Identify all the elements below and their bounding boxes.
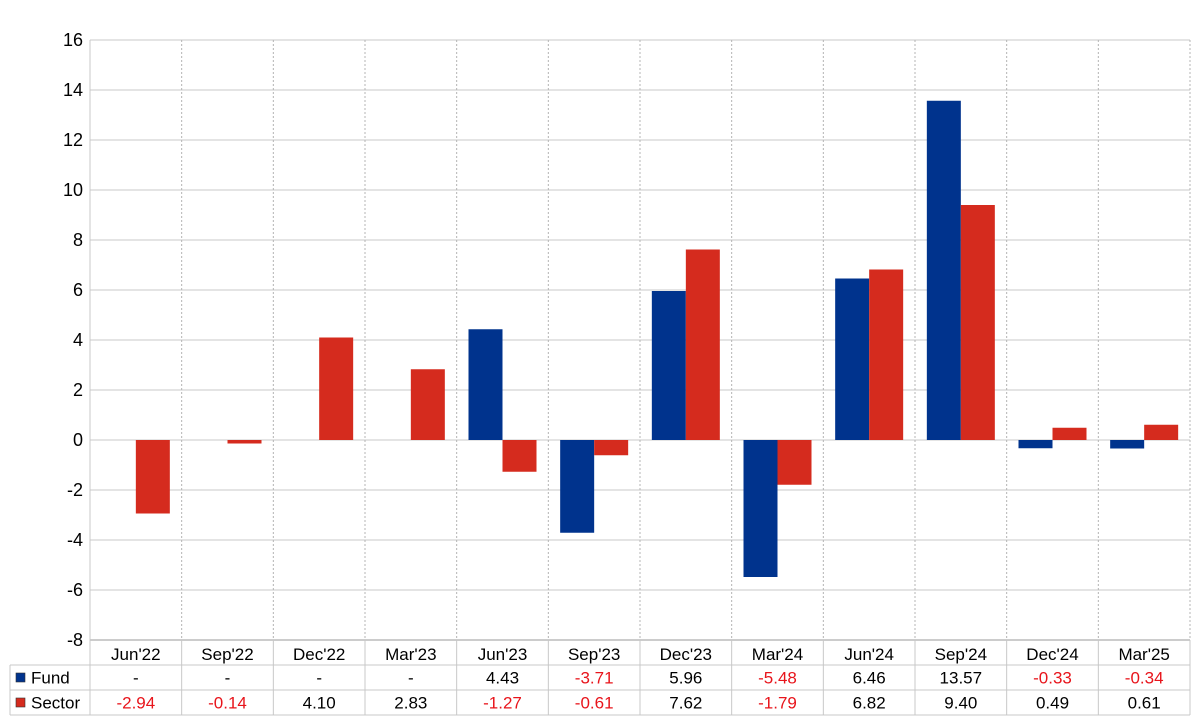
y-tick-label: -6 bbox=[67, 580, 83, 600]
y-tick-label: 2 bbox=[73, 380, 83, 400]
data-label-fund: 13.57 bbox=[940, 669, 983, 688]
data-label-fund: -3.71 bbox=[575, 669, 614, 688]
x-tick-label: Dec'22 bbox=[293, 645, 345, 664]
data-label-sector: 6.82 bbox=[853, 694, 886, 713]
y-tick-label: -2 bbox=[67, 480, 83, 500]
bar-sector bbox=[502, 440, 537, 472]
legend-swatch-fund bbox=[15, 672, 26, 683]
data-label-sector: -0.61 bbox=[575, 694, 614, 713]
data-label-sector: 9.40 bbox=[944, 694, 977, 713]
x-tick-label: Dec'24 bbox=[1026, 645, 1078, 664]
bar-fund bbox=[651, 291, 686, 440]
bar-fund bbox=[835, 278, 870, 440]
data-label-sector: 0.49 bbox=[1036, 694, 1069, 713]
y-tick-label: 10 bbox=[63, 180, 83, 200]
bar-sector bbox=[594, 440, 629, 456]
bar-fund bbox=[1018, 440, 1053, 449]
legend-swatch-sector bbox=[15, 697, 26, 708]
data-label-fund: -0.33 bbox=[1033, 669, 1072, 688]
data-label-fund: - bbox=[316, 669, 322, 688]
bar-sector bbox=[319, 337, 354, 440]
data-label-sector: 0.61 bbox=[1128, 694, 1161, 713]
x-tick-label: Mar'24 bbox=[752, 645, 803, 664]
x-tick-label: Dec'23 bbox=[660, 645, 712, 664]
bar-sector bbox=[1144, 424, 1179, 440]
data-label-sector: -0.14 bbox=[208, 694, 247, 713]
data-label-sector: -1.27 bbox=[483, 694, 522, 713]
data-label-fund: 4.43 bbox=[486, 669, 519, 688]
bar-sector bbox=[869, 269, 904, 440]
y-tick-label: 4 bbox=[73, 330, 83, 350]
y-tick-label: 6 bbox=[73, 280, 83, 300]
y-tick-label: 16 bbox=[63, 30, 83, 50]
data-label-sector: 7.62 bbox=[669, 694, 702, 713]
x-tick-label: Mar'23 bbox=[385, 645, 436, 664]
x-tick-label: Sep'24 bbox=[935, 645, 987, 664]
y-tick-label: -8 bbox=[67, 630, 83, 650]
bar-sector bbox=[227, 440, 262, 444]
data-label-sector: -1.79 bbox=[758, 694, 797, 713]
x-tick-label: Jun'22 bbox=[111, 645, 161, 664]
data-label-fund: - bbox=[225, 669, 231, 688]
y-tick-label: -4 bbox=[67, 530, 83, 550]
bar-sector bbox=[685, 249, 720, 440]
bar-fund bbox=[926, 100, 961, 440]
data-label-sector: 4.10 bbox=[303, 694, 336, 713]
bar-fund bbox=[743, 440, 778, 577]
legend-label-fund: Fund bbox=[31, 669, 70, 688]
data-label-fund: 6.46 bbox=[853, 669, 886, 688]
bar-sector bbox=[960, 205, 995, 440]
data-label-fund: - bbox=[133, 669, 139, 688]
bar-fund bbox=[468, 329, 503, 440]
bar-fund bbox=[560, 440, 595, 533]
bar-sector bbox=[1052, 427, 1087, 440]
y-tick-label: 0 bbox=[73, 430, 83, 450]
data-label-fund: - bbox=[408, 669, 414, 688]
y-tick-label: 12 bbox=[63, 130, 83, 150]
x-tick-label: Sep'23 bbox=[568, 645, 620, 664]
legend-label-sector: Sector bbox=[31, 694, 80, 713]
bar-sector bbox=[135, 440, 170, 514]
bar-sector bbox=[410, 369, 445, 440]
data-label-fund: -5.48 bbox=[758, 669, 797, 688]
data-label-fund: -0.34 bbox=[1125, 669, 1164, 688]
bar-fund bbox=[1110, 440, 1145, 449]
data-label-sector: 2.83 bbox=[394, 694, 427, 713]
data-label-sector: -2.94 bbox=[116, 694, 155, 713]
x-tick-label: Jun'23 bbox=[478, 645, 528, 664]
x-tick-label: Mar'25 bbox=[1118, 645, 1169, 664]
data-label-fund: 5.96 bbox=[669, 669, 702, 688]
y-tick-label: 14 bbox=[63, 80, 83, 100]
x-tick-label: Jun'24 bbox=[844, 645, 894, 664]
x-tick-label: Sep'22 bbox=[201, 645, 253, 664]
y-tick-label: 8 bbox=[73, 230, 83, 250]
bar-sector bbox=[777, 440, 812, 485]
